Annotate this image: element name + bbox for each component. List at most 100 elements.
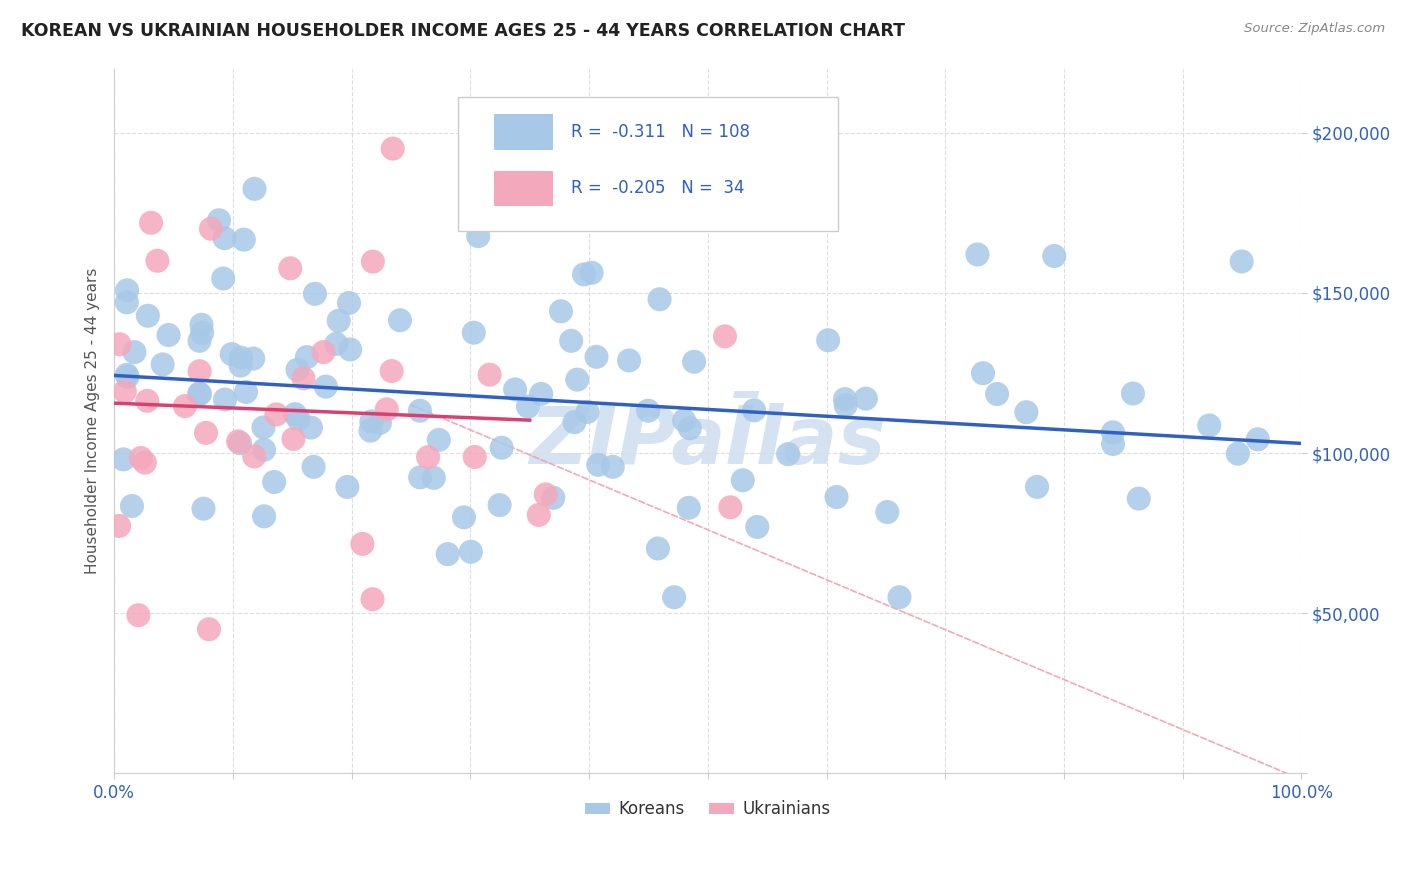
Point bbox=[478, 368, 501, 382]
Point bbox=[304, 286, 326, 301]
Text: Source: ZipAtlas.com: Source: ZipAtlas.com bbox=[1244, 22, 1385, 36]
Point bbox=[337, 296, 360, 310]
Point bbox=[124, 345, 146, 359]
Point bbox=[491, 441, 513, 455]
Point bbox=[617, 353, 640, 368]
Point bbox=[252, 420, 274, 434]
Point bbox=[460, 545, 482, 559]
Point bbox=[278, 261, 301, 276]
Point bbox=[1102, 437, 1125, 451]
Point bbox=[683, 355, 706, 369]
Point bbox=[302, 459, 325, 474]
Point bbox=[588, 458, 610, 472]
Point bbox=[467, 229, 489, 244]
Point bbox=[312, 345, 335, 359]
Point bbox=[108, 337, 131, 351]
Point bbox=[1247, 432, 1270, 446]
Point bbox=[112, 452, 135, 467]
Point bbox=[266, 408, 288, 422]
Point bbox=[253, 509, 276, 524]
Point bbox=[352, 537, 374, 551]
Point bbox=[232, 233, 254, 247]
Point bbox=[325, 337, 347, 351]
Point bbox=[409, 403, 432, 417]
Text: KOREAN VS UKRAINIAN HOUSEHOLDER INCOME AGES 25 - 44 YEARS CORRELATION CHART: KOREAN VS UKRAINIAN HOUSEHOLDER INCOME A… bbox=[21, 22, 905, 40]
Point bbox=[550, 304, 572, 318]
Point bbox=[174, 399, 197, 413]
Point bbox=[488, 498, 510, 512]
Point bbox=[1102, 425, 1125, 440]
Point bbox=[381, 142, 404, 156]
Point bbox=[1198, 418, 1220, 433]
Point bbox=[114, 384, 136, 399]
Point bbox=[336, 480, 359, 494]
Point bbox=[527, 508, 550, 522]
Point bbox=[825, 490, 848, 504]
Point bbox=[115, 283, 138, 297]
Point bbox=[718, 500, 741, 515]
Point bbox=[121, 499, 143, 513]
Point bbox=[585, 350, 607, 364]
Point bbox=[855, 392, 877, 406]
Point bbox=[503, 383, 526, 397]
Point bbox=[972, 366, 994, 380]
Point bbox=[198, 622, 221, 636]
Point bbox=[817, 333, 839, 347]
Point bbox=[464, 450, 486, 464]
Point bbox=[360, 414, 382, 428]
Bar bbox=[494, 114, 554, 150]
Point bbox=[108, 519, 131, 533]
Point bbox=[1226, 447, 1249, 461]
Point bbox=[139, 216, 162, 230]
Point bbox=[662, 591, 685, 605]
Point bbox=[560, 334, 582, 348]
Legend: Koreans, Ukrainians: Koreans, Ukrainians bbox=[578, 794, 838, 825]
Point bbox=[1122, 386, 1144, 401]
Point bbox=[214, 231, 236, 245]
Point bbox=[647, 541, 669, 556]
Text: R =  -0.205   N =  34: R = -0.205 N = 34 bbox=[571, 179, 745, 197]
Point bbox=[530, 387, 553, 401]
Text: ZIPaĪlas: ZIPaĪlas bbox=[530, 403, 886, 481]
Point bbox=[188, 386, 211, 401]
Point bbox=[889, 591, 911, 605]
Point bbox=[152, 358, 174, 372]
Point bbox=[188, 387, 211, 401]
Point bbox=[129, 451, 152, 466]
Point bbox=[834, 392, 856, 406]
Point bbox=[359, 424, 381, 438]
Point bbox=[136, 393, 159, 408]
Point bbox=[136, 309, 159, 323]
Point bbox=[287, 363, 309, 377]
Point bbox=[1043, 249, 1066, 263]
Point bbox=[229, 359, 252, 373]
Bar bbox=[494, 170, 554, 206]
Point bbox=[1128, 491, 1150, 506]
Point bbox=[375, 402, 398, 417]
Point bbox=[193, 501, 215, 516]
Point bbox=[648, 292, 671, 306]
Point bbox=[284, 407, 307, 421]
Point bbox=[315, 379, 337, 393]
Point bbox=[572, 268, 595, 282]
Point bbox=[679, 421, 702, 435]
Point bbox=[517, 400, 540, 414]
Point bbox=[243, 450, 266, 464]
Point bbox=[221, 347, 243, 361]
Point bbox=[534, 487, 557, 501]
Point bbox=[427, 433, 450, 447]
Point bbox=[581, 266, 603, 280]
Point bbox=[714, 329, 737, 343]
Point bbox=[416, 450, 439, 464]
Point bbox=[834, 398, 856, 412]
Point bbox=[673, 413, 696, 427]
Point bbox=[115, 368, 138, 382]
Point bbox=[778, 447, 800, 461]
Point bbox=[436, 547, 458, 561]
Point bbox=[1026, 480, 1049, 494]
Text: R =  -0.311   N = 108: R = -0.311 N = 108 bbox=[571, 123, 751, 141]
Point bbox=[229, 436, 252, 450]
Point bbox=[747, 520, 769, 534]
Y-axis label: Householder Income Ages 25 - 44 years: Householder Income Ages 25 - 44 years bbox=[86, 268, 100, 574]
Point bbox=[602, 459, 624, 474]
